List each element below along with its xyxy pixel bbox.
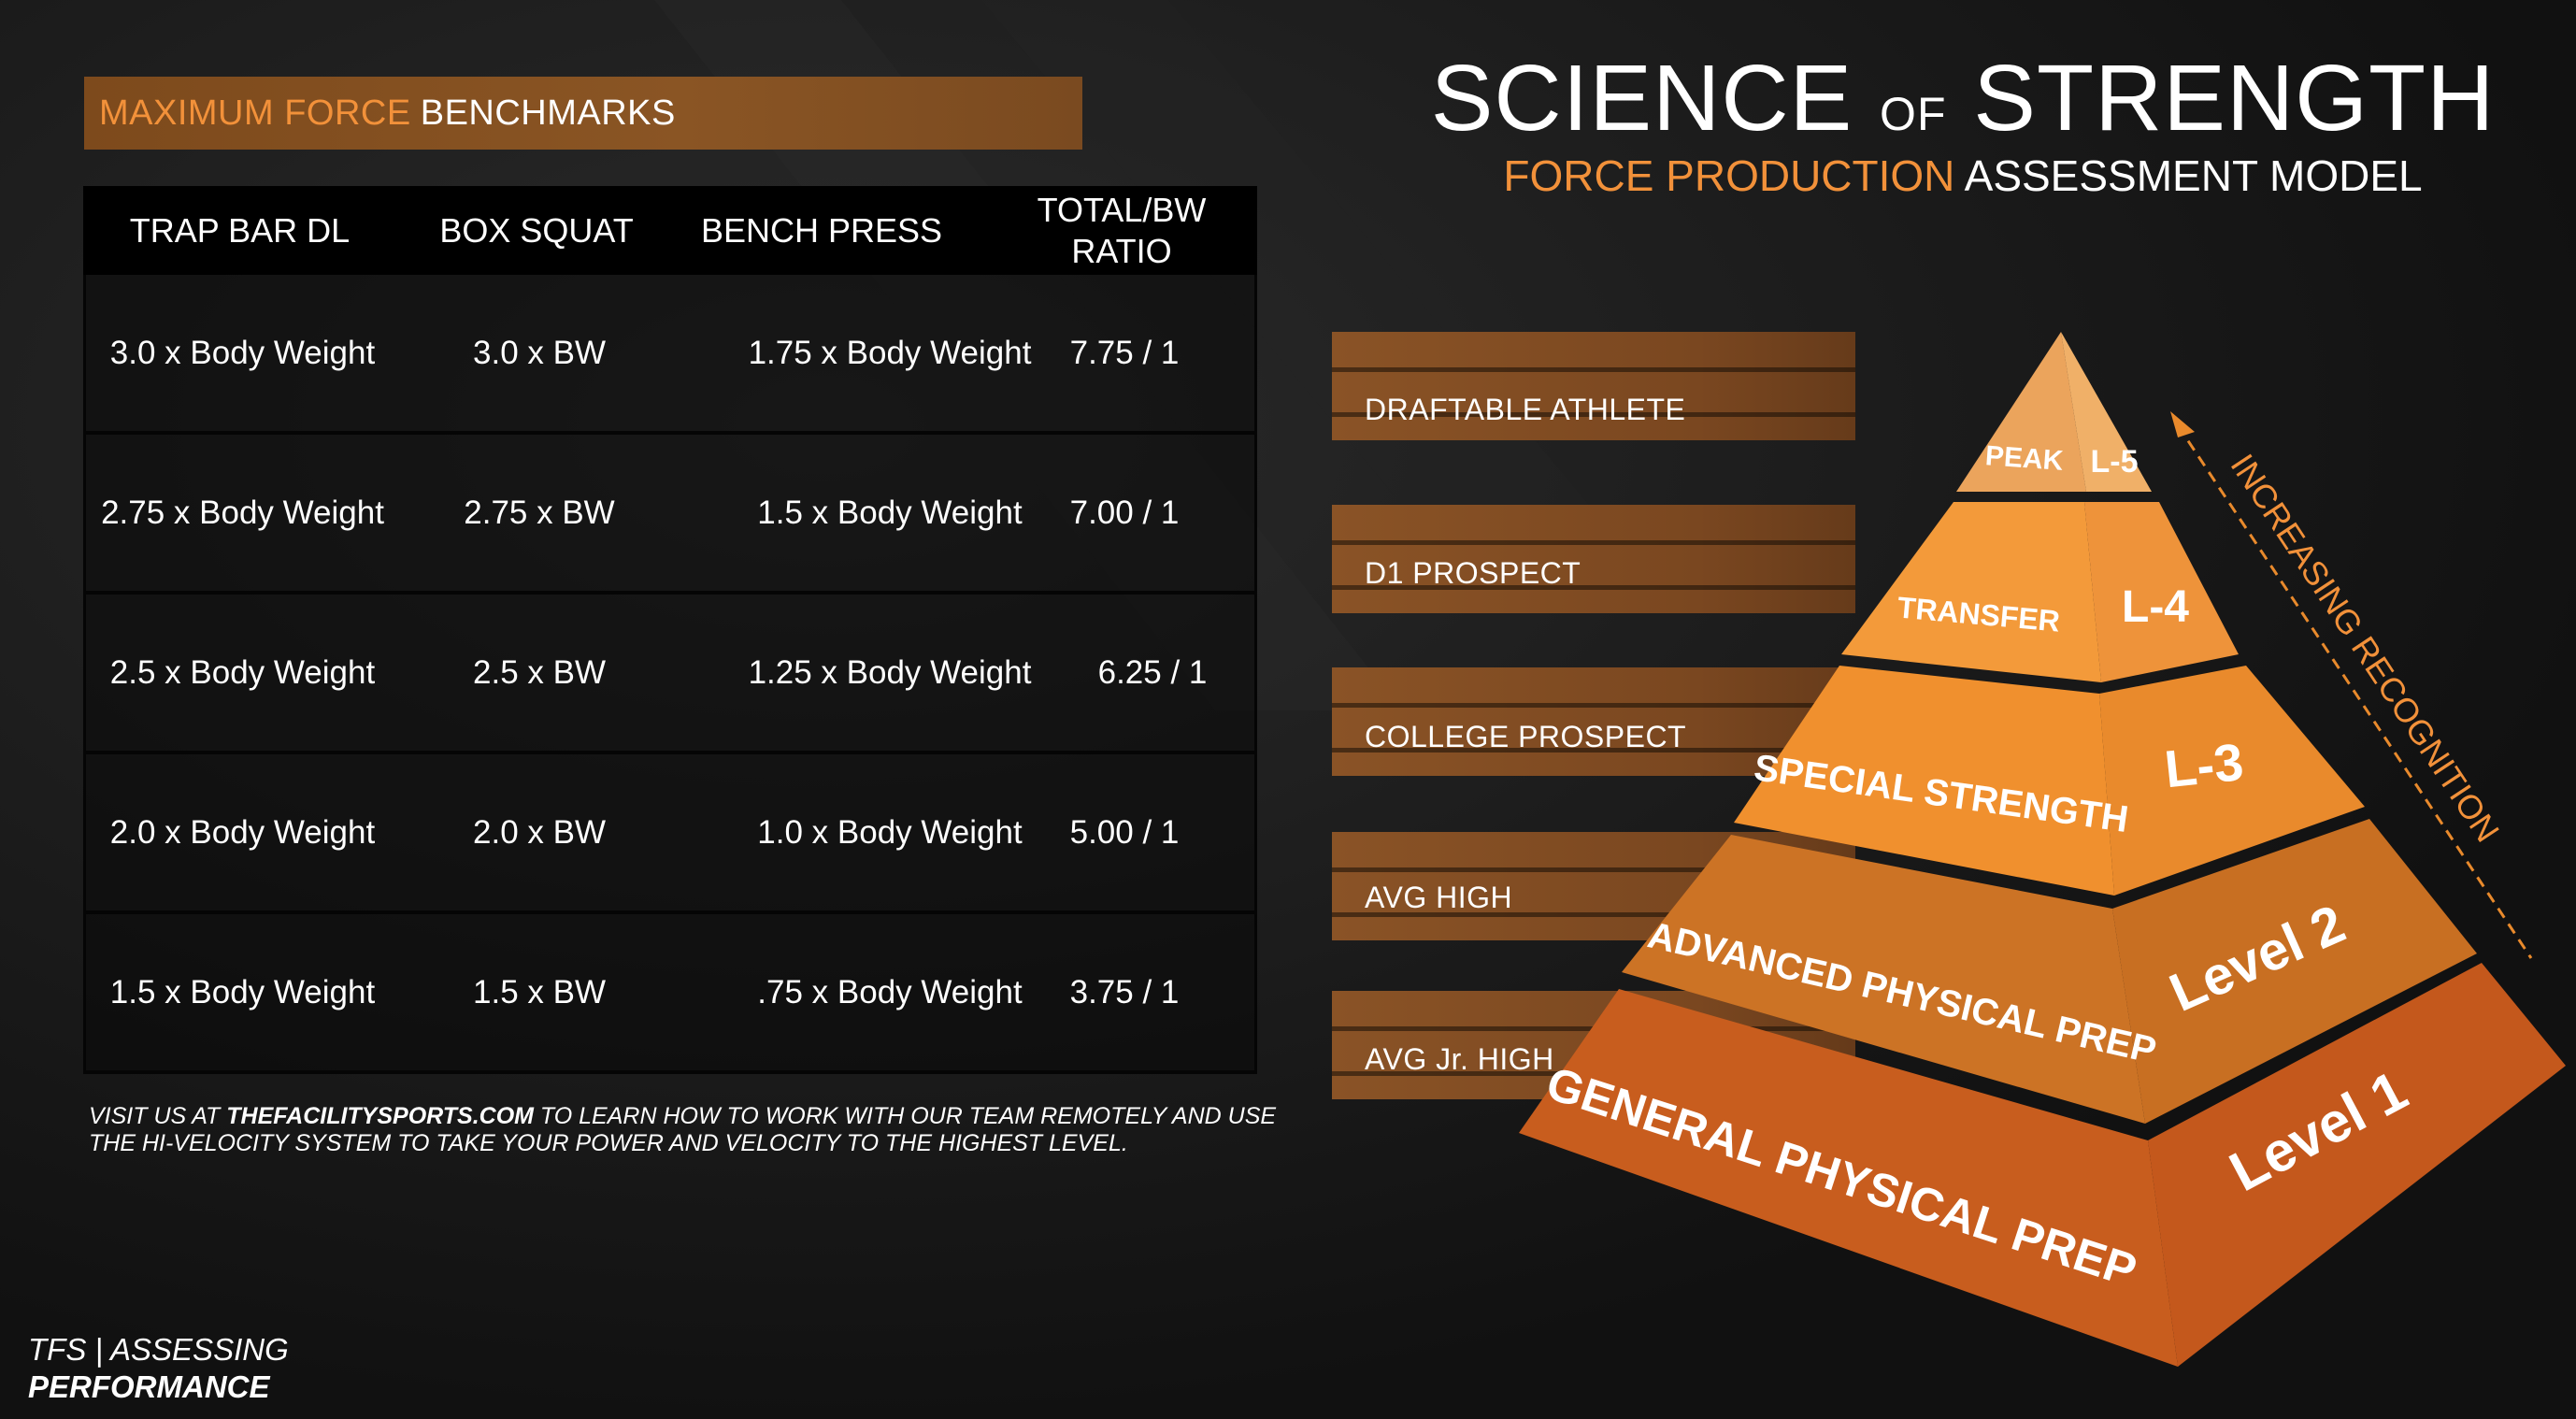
cell-box-squat: 2.0 x BW	[473, 813, 606, 851]
cell-box-squat: 2.75 x BW	[464, 494, 615, 531]
cell-box-squat: 3.0 x BW	[473, 334, 606, 371]
cell-box-squat: 1.5 x BW	[473, 973, 606, 1010]
pyramid-tier-2-front	[1622, 835, 2145, 1124]
subtitle-accent: FORCE PRODUCTION	[1503, 151, 1955, 200]
header-box-squat: BOX SQUAT	[439, 210, 634, 250]
tier-5-level: L-5	[2091, 444, 2139, 480]
cell-trap-bar-dl: 3.0 x Body Weight	[109, 334, 376, 371]
tier-3-level: L-3	[2162, 732, 2246, 798]
cell-ratio: 3.75 / 1	[1069, 973, 1180, 1010]
level-bar-college	[1332, 667, 1855, 776]
page-title: SCIENCE OF STRENGTH	[1383, 47, 2542, 165]
page-subtitle: FORCE PRODUCTION ASSESSMENT MODEL	[1383, 150, 2542, 202]
tier-5-name: PEAK	[1984, 440, 2065, 477]
table-row: 3.0 x Body Weight 3.0 x BW 1.75 x Body W…	[83, 275, 1257, 435]
footnote-pre: VISIT US AT	[89, 1103, 227, 1129]
pyramid-tier-2-side	[2112, 819, 2477, 1124]
level-label-college: COLLEGE PROSPECT	[1365, 720, 1687, 753]
brand-line-2: PERFORMANCE	[28, 1369, 270, 1404]
cell-ratio: 7.75 / 1	[1069, 334, 1180, 371]
cell-ratio: 5.00 / 1	[1069, 813, 1180, 851]
benchmarks-table: TRAP BAR DL BOX SQUAT BENCH PRESS TOTAL/…	[83, 186, 1257, 1074]
pyramid-tier-3-side	[2099, 666, 2365, 896]
cell-bench-press: 1.25 x Body Weight	[748, 653, 1032, 691]
cell-trap-bar-dl: 1.5 x Body Weight	[109, 973, 376, 1010]
footnote: VISIT US AT THEFACILITYSPORTS.COM TO LEA…	[89, 1103, 1304, 1157]
pyramid-tier-1-side	[2148, 963, 2566, 1367]
recognition-arrow-line	[2176, 424, 2533, 959]
cell-ratio: 7.00 / 1	[1069, 494, 1180, 531]
pyramid-tier-4-side	[2084, 502, 2239, 682]
cell-bench-press: 1.0 x Body Weight	[757, 813, 1023, 851]
table-row: 2.75 x Body Weight 2.75 x BW 1.5 x Body …	[83, 435, 1257, 595]
banner-plain-text: BENCHMARKS	[420, 93, 676, 133]
table-header-row: TRAP BAR DL BOX SQUAT BENCH PRESS TOTAL/…	[83, 186, 1257, 275]
cell-box-squat: 2.5 x BW	[473, 653, 606, 691]
banner-accent-text: MAXIMUM FORCE	[99, 93, 411, 133]
header-bench-press: BENCH PRESS	[700, 210, 943, 250]
level-label-d1: D1 PROSPECT	[1365, 556, 1581, 590]
tier-4-level: L-4	[2122, 582, 2189, 632]
level-bar-d1	[1332, 505, 1855, 613]
level-bar-draftable	[1332, 332, 1855, 440]
pyramid-tier-5-side	[2061, 332, 2152, 492]
cell-trap-bar-dl: 2.75 x Body Weight	[101, 494, 384, 531]
level-label-avg-jr-high: AVG Jr. HIGH	[1365, 1042, 1554, 1076]
subtitle-plain: ASSESSMENT MODEL	[1964, 151, 2423, 200]
recognition-arrow-head	[2170, 411, 2195, 437]
cell-bench-press: 1.75 x Body Weight	[748, 334, 1032, 371]
footnote-site-link[interactable]: THEFACILITYSPORTS.COM	[226, 1103, 534, 1129]
level-label-avg-high: AVG HIGH	[1365, 881, 1513, 914]
cell-bench-press: .75 x Body Weight	[757, 973, 1023, 1010]
title-part-1: SCIENCE	[1430, 46, 1853, 150]
pyramid-tier-5-front	[1956, 332, 2086, 492]
header-trap-bar-dl: TRAP BAR DL	[129, 210, 351, 250]
brand-mark: TFS | ASSESSING PERFORMANCE	[28, 1331, 289, 1406]
footnote-post: TO LEARN HOW TO WORK WITH OUR TEAM REMOT…	[89, 1103, 1277, 1156]
title-part-2: STRENGTH	[1973, 46, 2496, 150]
cell-trap-bar-dl: 2.0 x Body Weight	[109, 813, 376, 851]
header-total-bw-ratio: TOTAL/BW RATIO	[1037, 190, 1207, 270]
title-of: OF	[1880, 88, 1947, 140]
pyramid-tier-1-front	[1519, 989, 2178, 1367]
benchmarks-banner: MAXIMUM FORCE BENCHMARKS	[84, 77, 1082, 150]
cell-ratio: 6.25 / 1	[1097, 653, 1208, 691]
cell-bench-press: 1.5 x Body Weight	[757, 494, 1023, 531]
cell-trap-bar-dl: 2.5 x Body Weight	[109, 653, 376, 691]
level-label-draftable: DRAFTABLE ATHLETE	[1365, 393, 1686, 426]
pyramid-tier-4-front	[1841, 502, 2101, 682]
pyramid-tier-3-front	[1734, 666, 2114, 896]
table-row: 2.0 x Body Weight 2.0 x BW 1.0 x Body We…	[83, 754, 1257, 914]
table-row: 2.5 x Body Weight 2.5 x BW 1.25 x Body W…	[83, 595, 1257, 754]
brand-line-1: TFS | ASSESSING	[28, 1332, 289, 1367]
table-row: 1.5 x Body Weight 1.5 x BW .75 x Body We…	[83, 914, 1257, 1074]
